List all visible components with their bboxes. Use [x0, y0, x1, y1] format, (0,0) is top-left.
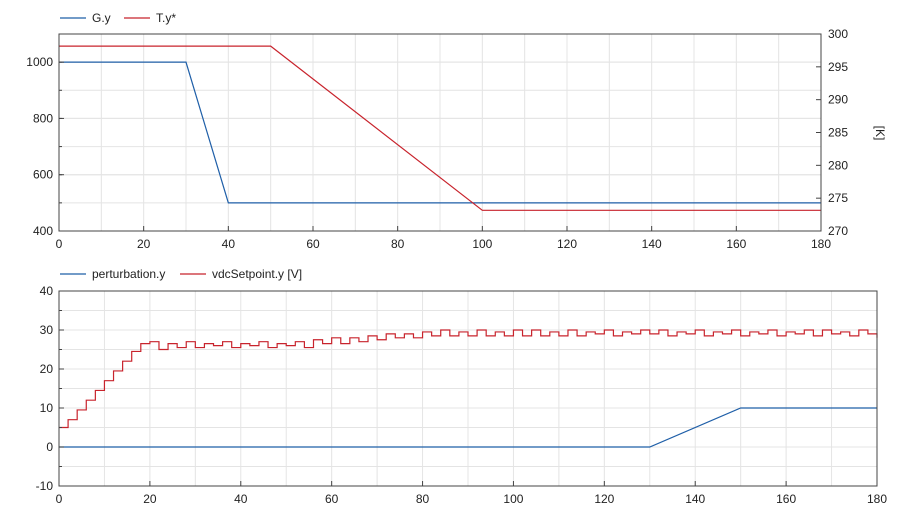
top-plot: G.y T.y* 0 20 40 60 80 100 120 140 160 180 400 600…: [26, 11, 887, 251]
top-x-tick-label: 140: [642, 237, 662, 251]
bottom-plot: perturbation.y vdcSetpoint.y [V] 0 20 40 60…: [36, 267, 888, 506]
bottom-y-tick-label: 10: [40, 401, 54, 415]
bottom-series-line-0: [59, 407, 877, 448]
top-y-axis: 400 600 800 1000: [26, 55, 64, 238]
top-x-tick-label: 100: [472, 237, 492, 251]
legend-label-perturbation: perturbation.y: [92, 267, 165, 281]
bottom-x-tick-label: 80: [416, 492, 430, 506]
top-y-tick-label: 800: [33, 111, 53, 125]
top-x-tick-label: 60: [306, 237, 320, 251]
bottom-y-tick-label: -10: [36, 479, 54, 493]
top-y2-tick-label: 275: [828, 191, 848, 205]
top-x-tick-label: 180: [811, 237, 831, 251]
top-y-tick-label: 1000: [26, 55, 53, 69]
top-y2-axis: 270 275 280 285 290 295 300: [816, 27, 848, 238]
bottom-x-tick-label: 180: [867, 492, 887, 506]
top-series-area: [59, 45, 821, 211]
top-x-axis: 0 20 40 60 80 100 120 140 160 180: [56, 226, 831, 251]
bottom-series-area: [59, 329, 878, 448]
legend-label-vdc-setpoint: vdcSetpoint.y [V]: [212, 267, 302, 281]
top-series-line-0: [59, 61, 821, 204]
bottom-y-tick-label: 20: [40, 362, 54, 376]
bottom-y-axis: -10 0 10 20 30 40: [36, 284, 64, 493]
bottom-x-tick-label: 20: [143, 492, 157, 506]
legend-label-g-y: G.y: [92, 11, 111, 25]
top-y2-tick-label: 300: [828, 27, 848, 41]
top-legend: G.y T.y*: [60, 11, 176, 25]
top-y2-tick-label: 295: [828, 60, 848, 74]
bottom-x-tick-label: 60: [325, 492, 339, 506]
top-series-line-1: [59, 45, 821, 211]
bottom-x-tick-label: 140: [685, 492, 705, 506]
bottom-x-tick-label: 40: [234, 492, 248, 506]
bottom-series-line-1: [59, 329, 878, 429]
top-y2-tick-label: 270: [828, 224, 848, 238]
top-x-tick-label: 0: [56, 237, 63, 251]
top-y-tick-label: 400: [33, 224, 53, 238]
bottom-x-tick-label: 160: [776, 492, 796, 506]
bottom-x-axis: 0 20 40 60 80 100 120 140 160 180: [56, 481, 887, 506]
bottom-x-tick-label: 0: [56, 492, 63, 506]
bottom-y-tick-label: 0: [46, 440, 53, 454]
legend-label-t-y: T.y*: [156, 11, 176, 25]
top-x-tick-label: 80: [391, 237, 405, 251]
bottom-x-tick-label: 120: [594, 492, 614, 506]
bottom-x-tick-label: 100: [503, 492, 523, 506]
top-y2-tick-label: 285: [828, 126, 848, 140]
top-x-tick-label: 120: [557, 237, 577, 251]
top-y2-tick-label: 290: [828, 93, 848, 107]
top-y2-tick-label: 280: [828, 158, 848, 172]
top-grid: [58, 34, 822, 232]
bottom-legend: perturbation.y vdcSetpoint.y [V]: [60, 267, 302, 281]
top-x-tick-label: 160: [726, 237, 746, 251]
top-y-tick-label: 600: [33, 168, 53, 182]
top-x-tick-label: 40: [222, 237, 236, 251]
top-y2-axis-label: [K]: [873, 126, 887, 141]
bottom-y-tick-label: 30: [40, 323, 54, 337]
bottom-y-tick-label: 40: [40, 284, 54, 298]
bottom-grid: [58, 290, 878, 487]
top-x-tick-label: 20: [137, 237, 151, 251]
